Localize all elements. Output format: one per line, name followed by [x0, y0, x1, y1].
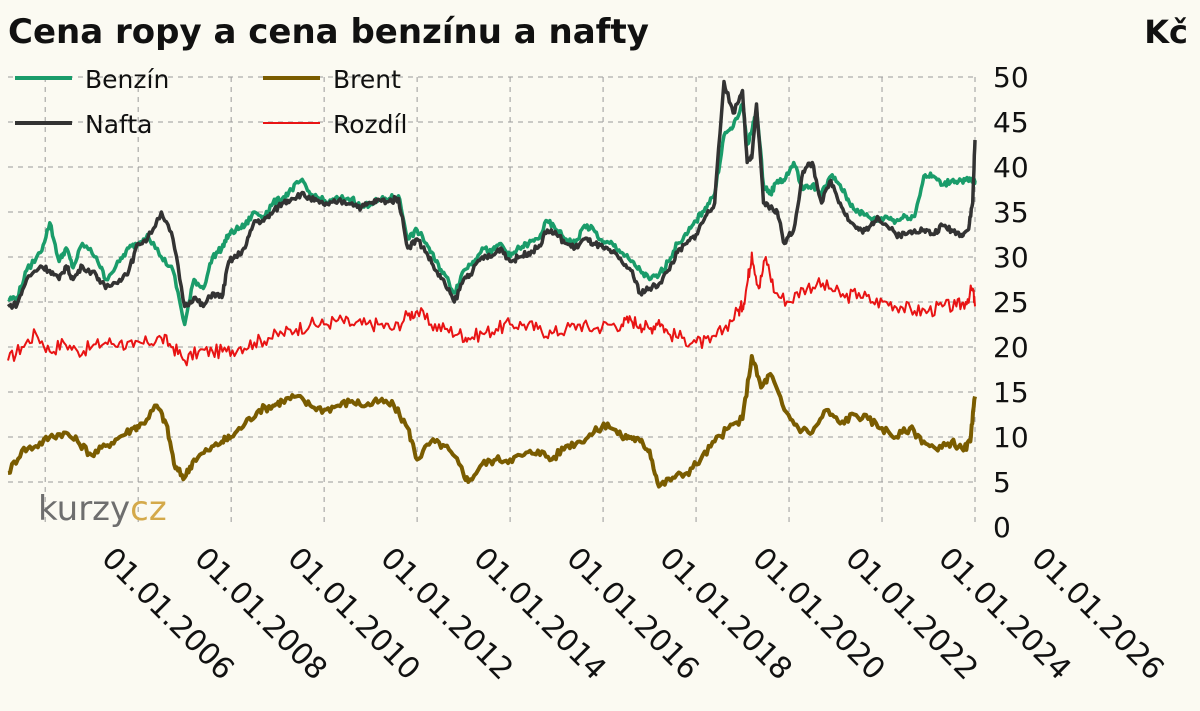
y-tick-label: 50: [993, 61, 1029, 94]
y-tick-label: 25: [993, 286, 1029, 319]
y-tick-label: 30: [993, 241, 1029, 274]
y-tick-label: 5: [993, 466, 1011, 499]
y-tick-label: 40: [993, 151, 1029, 184]
watermark-logo: kurzycz: [38, 489, 167, 529]
y-tick-label: 45: [993, 106, 1029, 139]
legend-label-benzin: Benzín: [85, 65, 169, 94]
series-layer: [6, 79, 977, 489]
y-tick-label: 15: [993, 376, 1029, 409]
y-tick-label: 10: [993, 421, 1029, 454]
y-axis-ticks: 0 5 10 15 20 25 30 35 40 45 50: [993, 61, 1029, 544]
x-axis-ticks: 01.01.200601.01.200801.01.201001.01.2012…: [95, 541, 1171, 687]
grid-layer: [8, 76, 976, 527]
legend: Benzín Brent Nafta Rozdíl: [15, 65, 407, 139]
series-line-brent: [7, 354, 977, 489]
chart-title: Cena ropy a cena benzínu a nafty: [8, 12, 649, 52]
series-line-rozdil: [7, 251, 976, 367]
y-tick-label: 20: [993, 331, 1029, 364]
y-tick-label: 0: [993, 511, 1011, 544]
legend-label-nafta: Nafta: [85, 110, 153, 139]
svg-text:kurzycz: kurzycz: [38, 489, 167, 529]
y-tick-label: 35: [993, 196, 1029, 229]
legend-label-brent: Brent: [333, 65, 401, 94]
series-line-nafta: [6, 79, 977, 310]
y-axis-unit: Kč: [1144, 13, 1188, 51]
legend-label-rozdil: Rozdíl: [333, 110, 407, 139]
series-line-benzin: [7, 102, 977, 327]
